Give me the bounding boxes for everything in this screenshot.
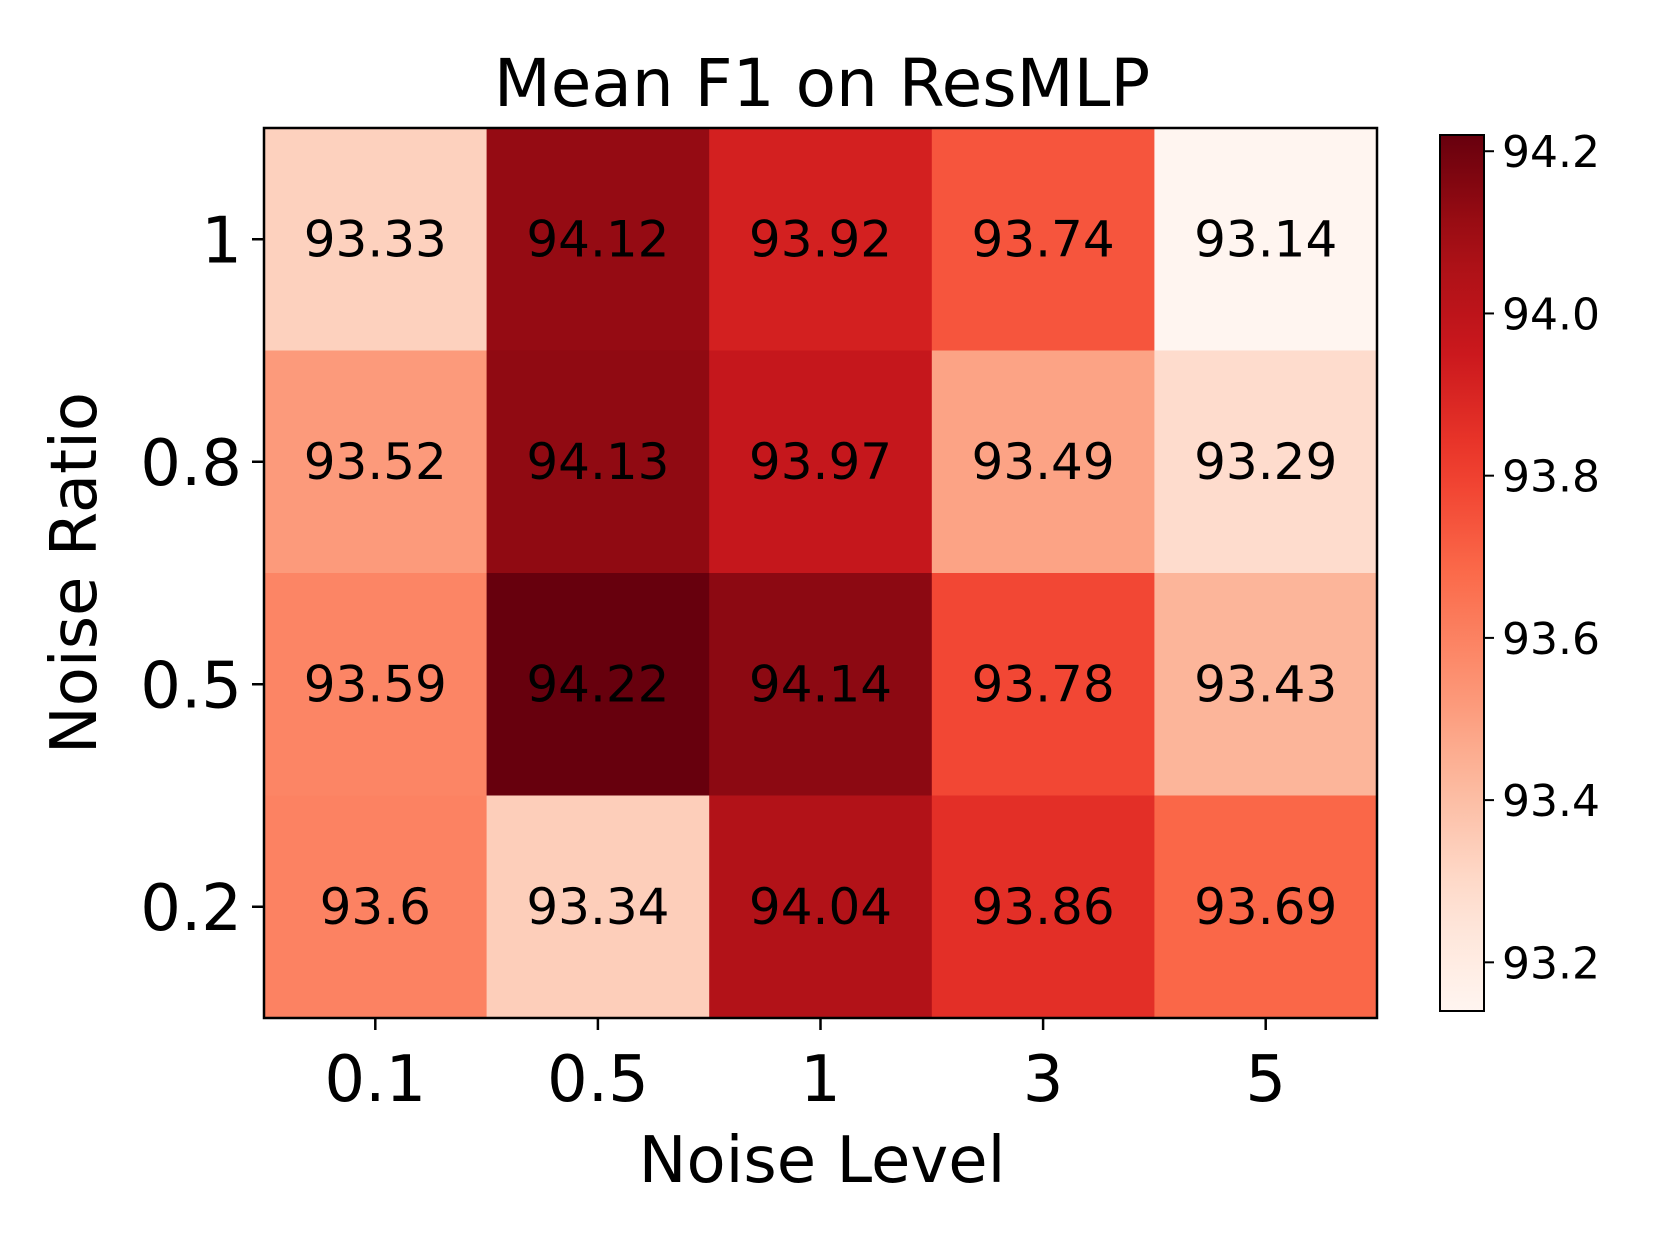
colorbar-tick-label: 93.8 xyxy=(1502,452,1600,503)
cell-value-label: 93.14 xyxy=(1194,210,1337,268)
colorbar-tick-label: 93.6 xyxy=(1502,614,1600,665)
cell-value-label: 93.97 xyxy=(749,433,892,491)
heatmap-cell xyxy=(1154,795,1378,1019)
heatmap-cells xyxy=(264,128,1378,1019)
heatmap-cell xyxy=(931,128,1155,351)
heatmap-cell xyxy=(264,573,488,796)
heatmap-cell xyxy=(931,350,1155,574)
colorbar-tick-label: 93.4 xyxy=(1502,776,1600,827)
heatmap-cell xyxy=(1154,128,1378,351)
x-tick-label: 0.5 xyxy=(547,1043,649,1117)
x-tick-label: 0.1 xyxy=(324,1043,426,1117)
cell-value-label: 93.78 xyxy=(972,655,1115,713)
heatmap-cell xyxy=(264,128,488,351)
heatmap-cell xyxy=(709,128,933,351)
cell-value-label: 93.6 xyxy=(320,878,431,936)
colorbar-ticks: 93.2 93.4 93.6 93.8 94.0 94.2 xyxy=(1484,127,1600,989)
y-axis-ticks: 1 0.8 0.5 0.2 xyxy=(140,204,264,946)
y-axis-label: Noise Ratio xyxy=(38,392,112,754)
cell-value-label: 93.92 xyxy=(749,210,892,268)
colorbar-tick-label: 94.0 xyxy=(1502,289,1600,340)
heatmap-cell xyxy=(486,128,710,351)
cell-value-label: 94.14 xyxy=(749,655,892,713)
colorbar-tick-label: 94.2 xyxy=(1502,127,1600,178)
x-tick-label: 5 xyxy=(1245,1043,1286,1117)
cell-value-label: 93.74 xyxy=(972,210,1115,268)
cell-value-label: 94.12 xyxy=(526,210,669,268)
y-tick-label: 0.2 xyxy=(140,872,242,946)
heatmap-cell xyxy=(486,573,710,796)
heatmap-cell xyxy=(709,795,933,1019)
y-tick-label: 0.8 xyxy=(140,427,242,501)
chart-title: Mean F1 on ResMLP xyxy=(494,45,1150,122)
heatmap-cell xyxy=(931,795,1155,1019)
colorbar-tick-label: 93.2 xyxy=(1502,938,1600,989)
cell-value-label: 93.34 xyxy=(526,878,669,936)
heatmap-cell xyxy=(1154,573,1378,796)
x-axis-label: Noise Level xyxy=(639,1124,1006,1198)
heatmap-cell xyxy=(486,350,710,574)
heatmap-cell xyxy=(486,795,710,1019)
heatmap-cell xyxy=(709,350,933,574)
y-tick-label: 0.5 xyxy=(140,649,242,723)
cell-value-label: 93.52 xyxy=(304,433,447,491)
cell-value-label: 93.33 xyxy=(304,210,447,268)
cell-value-label: 93.59 xyxy=(304,655,447,713)
cell-value-label: 93.29 xyxy=(1194,433,1337,491)
cell-value-label: 94.04 xyxy=(749,878,892,936)
cell-value-label: 94.13 xyxy=(526,433,669,491)
heatmap-cell xyxy=(931,573,1155,796)
y-tick-label: 1 xyxy=(201,204,242,278)
x-axis-ticks: 0.1 0.5 1 3 5 xyxy=(324,1018,1286,1117)
heatmap-cell-labels: 93.33 94.12 93.92 93.74 93.14 93.52 94.13 93.97… xyxy=(304,210,1338,936)
heatmap-cell xyxy=(264,795,488,1019)
heatmap-cell xyxy=(264,350,488,574)
heatmap-cell xyxy=(1154,350,1378,574)
x-tick-label: 1 xyxy=(800,1043,841,1117)
cell-value-label: 93.69 xyxy=(1194,878,1337,936)
cell-value-label: 93.49 xyxy=(972,433,1115,491)
colorbar xyxy=(1439,134,1485,1012)
cell-value-label: 94.22 xyxy=(526,655,669,713)
cell-value-label: 93.43 xyxy=(1194,655,1337,713)
x-tick-label: 3 xyxy=(1023,1043,1064,1117)
heatmap-cell xyxy=(709,573,933,796)
cell-value-label: 93.86 xyxy=(972,878,1115,936)
